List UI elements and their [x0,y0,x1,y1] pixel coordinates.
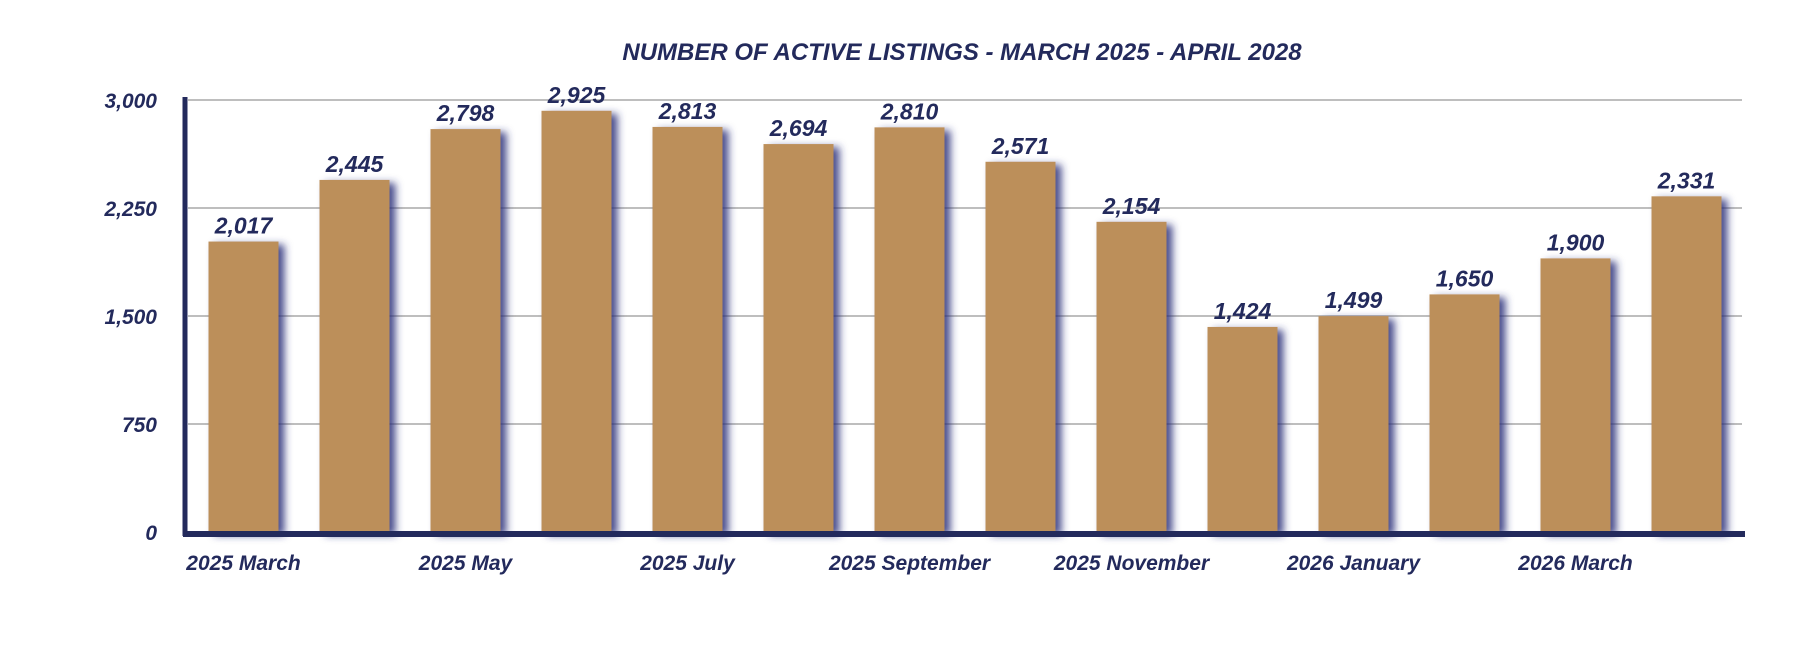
bar-value-label: 2,445 [325,151,385,177]
bar-value-label: 2,331 [1657,167,1716,193]
y-tick-label: 2,250 [103,198,157,221]
chart-title: NUMBER OF ACTIVE LISTINGS - MARCH 2025 -… [622,39,1302,66]
bar [319,179,390,533]
bar-value-label: 2,798 [436,100,495,126]
bar [1096,221,1167,532]
x-tick-label: 2025 March [185,552,300,575]
bar-value-label: 1,424 [1214,298,1272,324]
bar-value-label: 2,694 [769,115,828,141]
x-tick-label: 2026 January [1286,552,1421,575]
bar-value-label: 2,154 [1102,193,1161,219]
value-labels: 2,017 2,445 2,798 2,925 2,813 2,694 2,810 2,571… [214,82,1716,324]
y-tick-label: 1,500 [104,306,157,329]
y-tick-label: 3,000 [104,90,157,113]
x-tick-label: 2025 July [639,552,736,575]
bar [652,126,723,532]
bar-value-label: 2,810 [880,98,939,124]
bar-value-label: 2,813 [658,98,717,124]
y-tick-label: 750 [122,414,157,437]
bar-value-label: 1,499 [1325,287,1383,313]
bar [874,127,945,533]
y-axis-ticks: 0 750 1,500 2,250 3,000 [103,90,157,545]
bar [1207,326,1278,532]
bar-value-label: 2,925 [547,82,607,108]
y-tick-label: 0 [145,522,157,545]
bar [1651,196,1722,532]
bar [541,110,612,533]
bar-value-label: 2,017 [214,213,274,239]
x-tick-label: 2026 March [1517,552,1632,575]
bar [763,144,834,532]
bar [1318,316,1389,532]
x-tick-label: 2025 May [418,552,514,575]
x-tick-label: 2025 September [828,552,992,575]
bar [1540,258,1611,532]
bar [430,129,501,532]
bar [985,161,1056,532]
x-tick-label: 2025 November [1053,552,1211,575]
bar [208,241,279,532]
gridlines [188,99,1742,425]
x-axis-ticks: 2025 March 2025 May 2025 July 2025 Septembe… [185,552,1632,575]
bar-value-label: 1,650 [1436,265,1494,291]
bar-value-label: 2,571 [991,133,1050,159]
bar-value-label: 1,900 [1547,229,1605,255]
bars [208,110,1722,533]
bar [1429,294,1500,532]
